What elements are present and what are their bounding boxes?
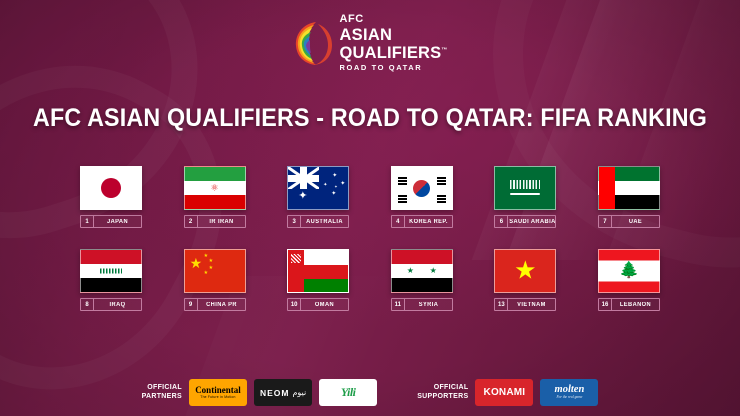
official-supporters-label: OFFICIAL SUPPORTERS: [417, 384, 468, 402]
team-cell-saudi-arabia[interactable]: 6 SAUDI ARABIA: [494, 166, 557, 228]
sponsor-logo-konami[interactable]: KONAMI: [475, 379, 534, 406]
team-name: KOREA REP.: [408, 218, 448, 225]
team-cell-australia[interactable]: ✦ ✦ ✦ ✦ ✦ ✦ 3 AUSTRALIA: [287, 166, 350, 228]
team-cell-vietnam[interactable]: ★ 13 VIETNAM: [494, 249, 557, 311]
flag-iraq-icon: [80, 249, 142, 293]
team-rank: 9: [185, 299, 198, 310]
sponsor-footer: OFFICIAL PARTNERS Continental The Future…: [0, 379, 740, 406]
team-label: 9 CHINA PR: [183, 298, 246, 311]
partners-label-line1: OFFICIAL: [147, 383, 182, 391]
logo-afc-text: AFC: [339, 13, 364, 25]
team-name: OMAN: [315, 301, 335, 308]
flag-japan-icon: [80, 166, 142, 210]
molten-tagline: For the real game: [556, 395, 583, 400]
team-cell-china-pr[interactable]: ★ ★ ★ ★ ★ 9 CHINA PR: [183, 249, 246, 311]
official-partners-group: OFFICIAL PARTNERS Continental The Future…: [142, 379, 378, 406]
team-rank: 4: [392, 216, 405, 227]
team-label: 7 UAE: [597, 215, 660, 228]
flag-lebanon-icon: 🌲: [597, 249, 660, 293]
team-rank: 16: [599, 299, 612, 310]
logo-qualifiers-text: QUALIFIERS™: [339, 43, 448, 62]
team-cell-uae[interactable]: 7 UAE: [597, 166, 660, 228]
team-name: LEBANON: [619, 301, 652, 308]
sponsor-logo-neom[interactable]: NEOM نيوم: [253, 379, 313, 406]
team-cell-korea-rep[interactable]: 4 KOREA REP.: [390, 166, 453, 228]
flag-oman-icon: [287, 249, 350, 293]
flag-uae-icon: [597, 166, 660, 210]
flag-ir-iran-icon: ⚛: [183, 166, 246, 210]
team-rank: 3: [288, 216, 302, 227]
team-label: 6 SAUDI ARABIA: [494, 215, 557, 228]
official-partners-label: OFFICIAL PARTNERS: [142, 384, 182, 402]
supporters-label-line2: SUPPORTERS: [417, 392, 469, 400]
team-name: UAE: [628, 218, 643, 225]
team-name: VIETNAM: [517, 301, 547, 308]
sponsor-logo-continental[interactable]: Continental The Future in Motion: [188, 379, 247, 406]
partners-label-line2: PARTNERS: [141, 392, 182, 400]
yili-wordmark: Yili: [340, 385, 356, 399]
afc-swoosh-emblem-icon: [296, 21, 333, 65]
team-label: 2 IR IRAN: [183, 215, 246, 228]
flag-syria-icon: ★ ★: [390, 249, 453, 293]
continental-wordmark: Continental: [195, 384, 241, 395]
team-label: 1 JAPAN: [80, 215, 142, 228]
team-rank: 10: [288, 299, 302, 310]
team-name: IR IRAN: [208, 218, 234, 225]
team-cell-lebanon[interactable]: 🌲 16 LEBANON: [597, 249, 660, 311]
official-supporters-group: OFFICIAL SUPPORTERS KONAMI molten For th…: [417, 379, 599, 406]
molten-wordmark: molten: [554, 383, 585, 395]
team-name: JAPAN: [106, 218, 129, 225]
team-rank: 6: [495, 216, 509, 227]
team-cell-syria[interactable]: ★ ★ 11 SYRIA: [390, 249, 453, 311]
team-grid: 1 JAPAN ⚛ 2 IR IRAN ✦ ✦ ✦ ✦ ✦ ✦ 3 AUSTRALIA: [80, 166, 660, 311]
team-name: SYRIA: [418, 301, 439, 308]
logo-asian-text: ASIAN: [339, 26, 393, 44]
team-label: 16 LEBANON: [597, 298, 660, 311]
logo-road-to-qatar-text: ROAD TO QATAR: [339, 63, 423, 72]
team-label: 4 KOREA REP.: [390, 215, 453, 228]
trademark-symbol: ™: [441, 47, 448, 53]
continental-tagline: The Future in Motion: [200, 394, 236, 399]
team-name: AUSTRALIA: [306, 218, 344, 225]
sponsor-logo-yili[interactable]: Yili: [319, 379, 378, 406]
team-cell-ir-iran[interactable]: ⚛ 2 IR IRAN: [183, 166, 246, 228]
neom-arabic-wordmark: نيوم: [292, 388, 307, 397]
team-rank: 11: [392, 299, 405, 310]
team-name: SAUDI ARABIA: [509, 218, 557, 225]
team-label: 11 SYRIA: [390, 298, 453, 311]
page-title: AFC ASIAN QUALIFIERS - ROAD TO QATAR: FI…: [32, 104, 708, 132]
team-row-2: 8 IRAQ ★ ★ ★ ★ ★ 9 CHINA PR 10 OMAN ★ ★ 11 SYRIA …: [80, 249, 660, 311]
afc-logo: AFC ASIAN QUALIFIERS™ ROAD TO QATAR: [0, 14, 740, 72]
team-label: 10 OMAN: [287, 298, 350, 311]
konami-wordmark: KONAMI: [483, 387, 526, 398]
team-rank: 7: [599, 216, 612, 227]
flag-vietnam-icon: ★: [494, 249, 557, 293]
team-cell-iraq[interactable]: 8 IRAQ: [80, 249, 142, 311]
logo-qualifiers-word: QUALIFIERS: [339, 43, 442, 62]
team-label: 3 AUSTRALIA: [287, 215, 350, 228]
team-rank: 13: [495, 299, 509, 310]
team-cell-japan[interactable]: 1 JAPAN: [80, 166, 142, 228]
team-row-1: 1 JAPAN ⚛ 2 IR IRAN ✦ ✦ ✦ ✦ ✦ ✦ 3 AUSTRALIA: [80, 166, 660, 228]
neom-wordmark: NEOM: [259, 387, 290, 398]
team-name: CHINA PR: [205, 301, 237, 308]
team-label: 8 IRAQ: [80, 298, 142, 311]
flag-korea-rep-icon: [390, 166, 453, 210]
team-rank: 2: [185, 216, 198, 227]
team-cell-oman[interactable]: 10 OMAN: [287, 249, 350, 311]
flag-australia-icon: ✦ ✦ ✦ ✦ ✦ ✦: [287, 166, 350, 210]
team-name: IRAQ: [109, 301, 126, 308]
flag-saudi-arabia-icon: [494, 166, 557, 210]
sponsor-logo-molten[interactable]: molten For the real game: [540, 379, 599, 406]
flag-china-pr-icon: ★ ★ ★ ★ ★: [183, 249, 246, 293]
team-rank: 8: [81, 299, 94, 310]
team-label: 13 VIETNAM: [494, 298, 557, 311]
team-rank: 1: [81, 216, 94, 227]
supporters-label-line1: OFFICIAL: [433, 383, 469, 391]
